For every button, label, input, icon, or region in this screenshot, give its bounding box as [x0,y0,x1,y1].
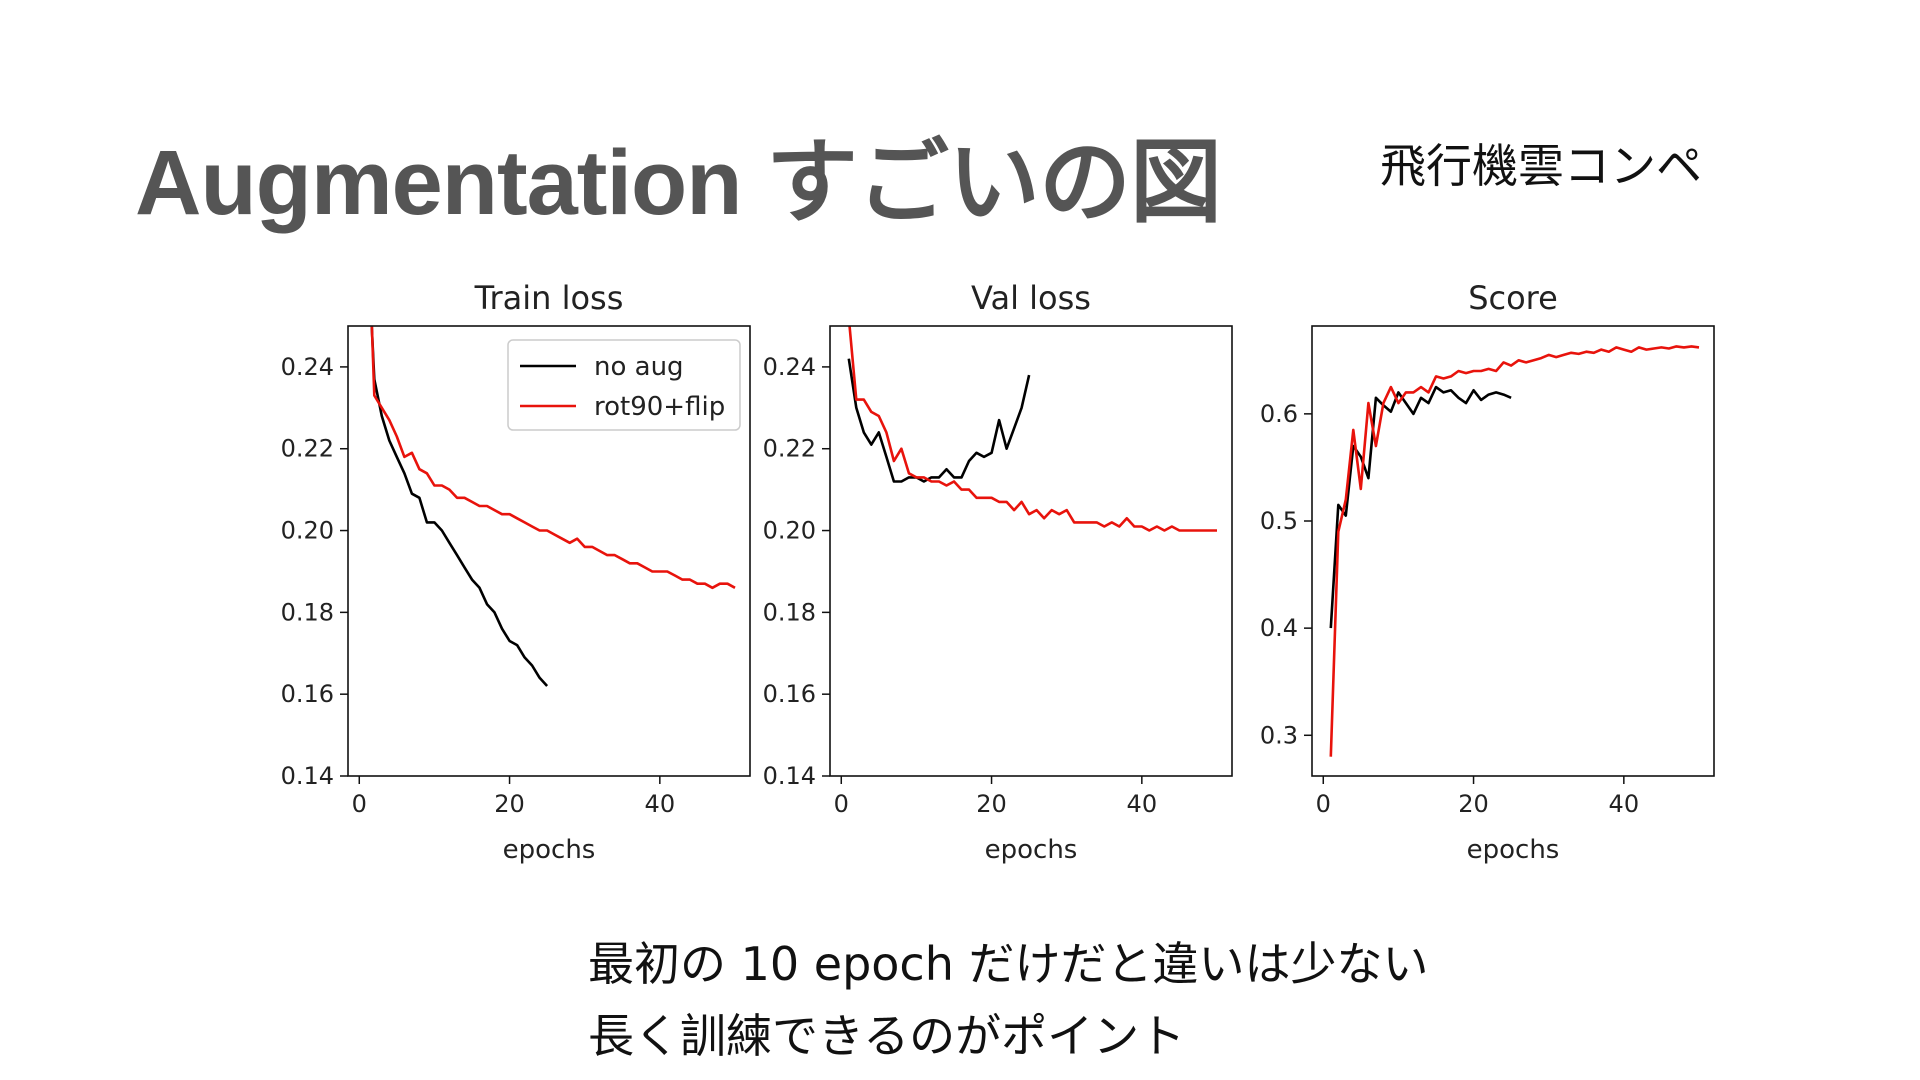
chart-panel-val-loss: 0.14 0.16 0.18 0.20 0.22 0.24 0 20 40 Val loss epo… [763,279,1233,865]
series-line-rot90-flip [370,326,736,590]
x-tick-label: 20 [494,790,525,818]
x-axis-label: epochs [503,835,596,865]
plot-frame [1311,325,1715,777]
y-tick-label: 0.18 [281,598,334,626]
series-line-rot90-flip [848,326,1217,532]
x-tick-label: 0 [352,790,367,818]
plot-frame [829,325,1233,777]
y-tick-label: 0.5 [1260,507,1298,535]
x-tick-label: 40 [645,790,676,818]
y-tick-label: 0.16 [281,680,334,708]
note-line-2: 長く訓練できるのがポイント [588,1009,1186,1063]
x-tick-label: 40 [1127,790,1158,818]
x-axis-label: epochs [985,835,1078,865]
plot-frame [347,325,751,777]
y-tick-label: 0.20 [763,517,816,545]
x-axis-label: epochs [1467,835,1560,865]
series-line-rot90-flip [1329,345,1700,757]
x-tick-label: 40 [1609,790,1640,818]
x-tick-label: 20 [976,790,1007,818]
chart-title: Train loss [474,279,624,317]
chart-title: Val loss [971,279,1091,317]
series-line-no-aug [1329,385,1512,629]
series-line-no-aug [370,326,549,687]
y-tick-label: 0.24 [281,353,334,381]
legend-label-rot90-flip: rot90+flip [594,392,725,422]
slide-title: Augmentation すごいの図 [135,132,1222,234]
y-tick-label: 0.22 [763,435,816,463]
legend-label-no-aug: no aug [594,352,684,382]
y-tick-label: 0.14 [281,762,334,790]
legend: no aug rot90+flip [507,339,741,431]
y-tick-label: 0.4 [1260,614,1298,642]
y-tick-label: 0.24 [763,353,816,381]
chart-panel-score: 0.3 0.4 0.5 0.6 0 20 40 Score epochs [1260,279,1715,865]
x-tick-label: 20 [1458,790,1489,818]
chart-title: Score [1468,279,1558,317]
x-tick-label: 0 [834,790,849,818]
y-tick-label: 0.22 [281,435,334,463]
note-line-1: 最初の 10 epoch だけだと違いは少ない [588,937,1429,991]
series-line-no-aug [847,358,1031,483]
y-tick-label: 0.20 [281,517,334,545]
y-tick-label: 0.3 [1260,721,1298,749]
slide-subtitle: 飛行機雲コンペ [1380,139,1702,193]
y-tick-label: 0.6 [1260,400,1298,428]
y-tick-label: 0.16 [763,680,816,708]
y-tick-label: 0.14 [763,762,816,790]
y-tick-label: 0.18 [763,598,816,626]
chart-panel-train-loss: 0.14 0.16 0.18 0.20 0.22 0.24 0 20 40 Train loss e… [281,279,751,865]
x-tick-label: 0 [1316,790,1331,818]
legend-box [507,339,741,431]
